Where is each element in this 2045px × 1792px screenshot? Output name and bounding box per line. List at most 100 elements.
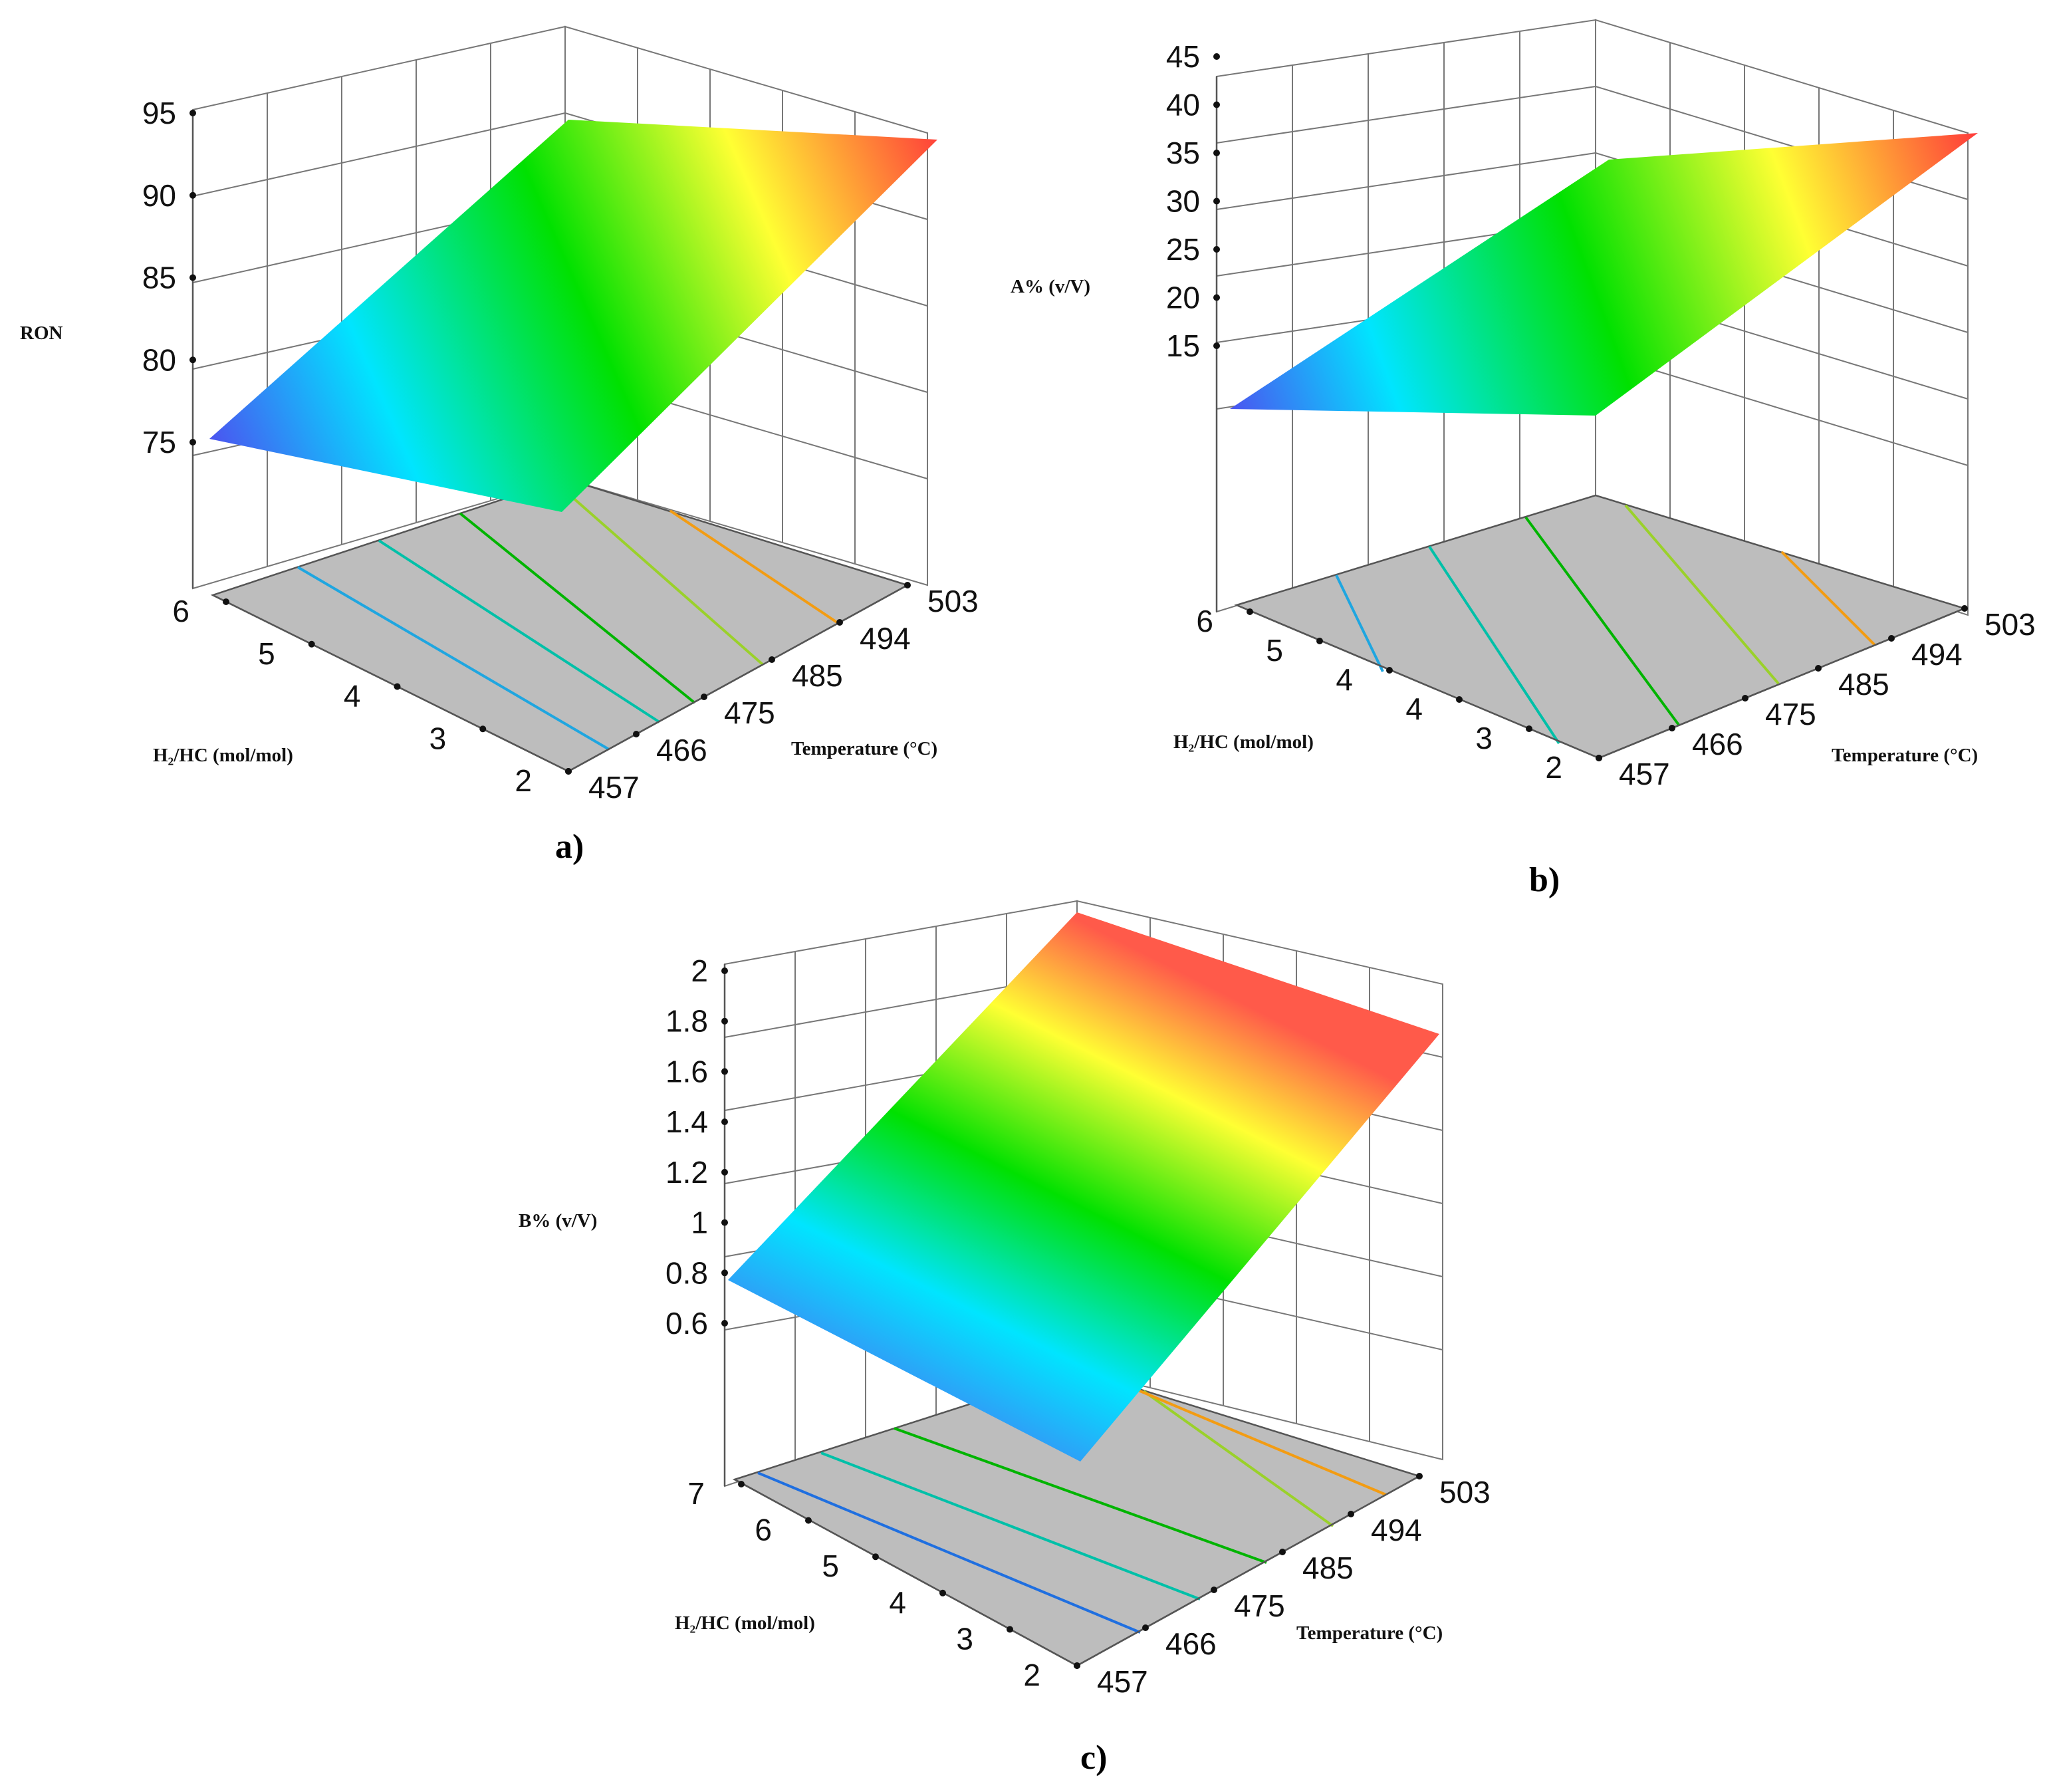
panel-b-z-tick-mark-0 <box>1213 342 1220 349</box>
panel-b-z-tick-label-4: 35 <box>1166 136 1200 170</box>
panel-c-x-tick-label-1: 6 <box>755 1513 772 1547</box>
panel-a-y-axis-line <box>568 584 908 773</box>
panel-a-z-tick-mark-1 <box>189 356 196 364</box>
panel-c-y-axis-label: Temperature (°C) <box>1296 1622 1443 1644</box>
panel-b-contour-3 <box>1524 516 1680 726</box>
panel-c-x-axis-label: H₂/HC (mol/mol) <box>675 1612 815 1634</box>
panel-c-y-tick-label-5: 503 <box>1439 1475 1491 1509</box>
panel-b-y-ticks: 457 466 475 485 494 503 <box>1596 605 2036 791</box>
panel-c-x-tick-label-2: 5 <box>822 1549 839 1583</box>
panel-b-z-tick-mark-3 <box>1213 197 1220 205</box>
panel-c-x-tick-label-3: 4 <box>889 1585 906 1620</box>
panel-b-x-tick-label-5: 2 <box>1545 750 1562 785</box>
panel-c-y-tick-label-2: 475 <box>1234 1589 1285 1623</box>
panel-a-y-tick-label-4: 494 <box>860 621 911 656</box>
panel-b-x-tick-label-2: 4 <box>1336 662 1353 697</box>
panel-a-y-axis-label: Temperature (°C) <box>791 738 937 759</box>
panel-b-x-tick-mark-2 <box>1386 667 1393 674</box>
panel-a-contour-3 <box>459 512 696 704</box>
panel-c-label: c) <box>1080 1739 1107 1777</box>
panel-c-z-tick-label-2: 1 <box>691 1206 708 1240</box>
panel-a-z-tick-label-3: 90 <box>142 178 176 213</box>
panel-c-y-tick-mark-4 <box>1348 1511 1354 1517</box>
panel-c-x-tick-mark-0 <box>738 1481 745 1487</box>
panel-c-x-tick-label-0: 7 <box>687 1476 705 1511</box>
panel-c-z-tick-mark-6 <box>721 1017 728 1025</box>
panel-a-z-tick-mark-4 <box>189 110 196 116</box>
panel-c-z-tick-label-1: 0.8 <box>665 1255 708 1290</box>
panel-a-x-tick-label-3: 3 <box>429 721 447 755</box>
panel-c-contour-2 <box>820 1452 1201 1600</box>
panel-b-y-tick-mark-4 <box>1888 635 1895 642</box>
panel-c-x-tick-mark-1 <box>805 1517 812 1524</box>
panel-c-z-tick-mark-1 <box>721 1269 728 1277</box>
panel-c-y-tick-mark-2 <box>1211 1587 1217 1593</box>
panel-b-y-tick-mark-5 <box>1961 605 1968 612</box>
panel-b-y-tick-label-2: 475 <box>1765 697 1816 731</box>
panel-c-x-ticks: 7 6 5 4 3 2 <box>687 1476 1080 1692</box>
panel-c-contour-1 <box>757 1472 1141 1634</box>
panel-a-z-tick-label-2: 85 <box>142 261 176 295</box>
panel-c-z-tick-label-5: 1.6 <box>665 1054 708 1088</box>
panel-c-benzene-surface: 0.6 0.8 1 1.2 1.4 1.6 1.8 2 7 6 5 4 3 2 457 466 475 485… <box>519 900 1491 1777</box>
panel-c-x-tick-mark-2 <box>872 1553 879 1561</box>
panel-b-x-tick-mark-4 <box>1526 725 1532 732</box>
panel-b-y-axis-line <box>1598 607 1965 759</box>
panel-b-y-tick-label-4: 494 <box>1911 637 1963 672</box>
panel-a-y-tick-label-2: 475 <box>724 696 775 730</box>
panel-a-z-tick-label-0: 75 <box>142 425 176 459</box>
panel-c-y-tick-mark-0 <box>1074 1662 1080 1669</box>
panel-c-contour-3 <box>894 1427 1267 1564</box>
panel-b-y-tick-mark-0 <box>1596 755 1602 761</box>
panel-a-z-axis-label: RON <box>20 322 63 344</box>
panel-b-y-tick-label-5: 503 <box>1985 607 2036 642</box>
panel-b-z-tick-label-0: 15 <box>1166 328 1200 363</box>
panel-a-x-tick-mark-1 <box>308 640 315 648</box>
panel-b-z-tick-mark-5 <box>1213 101 1220 108</box>
panel-b-contour-4 <box>1624 504 1780 685</box>
panel-b-x-axis-line <box>1236 604 1600 759</box>
panel-c-y-ticks: 457 466 475 485 494 503 <box>1074 1473 1491 1699</box>
panel-b-response-surface <box>1230 133 1978 416</box>
panel-c-x-tick-label-5: 2 <box>1023 1658 1040 1692</box>
panel-b-z-tick-mark-2 <box>1213 246 1220 253</box>
panel-c-z-tick-mark-2 <box>721 1219 728 1226</box>
panel-c-z-tick-mark-4 <box>721 1118 728 1126</box>
panel-a-z-tick-mark-0 <box>189 439 196 446</box>
panel-a-y-tick-mark-2 <box>701 694 707 700</box>
panel-c-z-axis-label: B% (v/V) <box>519 1210 597 1231</box>
panel-b-label: b) <box>1529 861 1560 899</box>
panel-a-y-tick-label-1: 466 <box>656 733 707 767</box>
panel-c-y-axis-line <box>1076 1475 1420 1667</box>
panel-c-y-tick-label-1: 466 <box>1165 1626 1217 1661</box>
panel-c-contour-5 <box>1136 1388 1387 1496</box>
panel-c-floor-contours <box>757 1388 1387 1634</box>
panel-a-y-tick-mark-5 <box>904 582 911 588</box>
panel-c-x-tick-label-4: 3 <box>956 1621 973 1656</box>
panel-a-label: a) <box>555 828 584 866</box>
panel-c-z-tick-mark-7 <box>721 967 728 974</box>
panel-a-x-tick-mark-3 <box>479 725 487 733</box>
panel-a-response-surface <box>209 120 937 512</box>
panel-a-x-tick-label-1: 5 <box>258 636 275 671</box>
panel-a-z-ticks: 75 80 85 90 95 <box>142 96 196 459</box>
panel-b-x-tick-label-3: 4 <box>1405 692 1423 726</box>
panel-b-x-tick-label-0: 6 <box>1196 604 1213 638</box>
panel-a-x-tick-label-2: 4 <box>344 679 361 713</box>
panel-c-x-tick-mark-4 <box>1007 1626 1013 1633</box>
panel-b-z-tick-mark-4 <box>1213 150 1220 156</box>
panel-b-contour-5 <box>1780 551 1876 646</box>
panel-c-z-tick-label-4: 1.4 <box>665 1104 708 1139</box>
panel-a-x-axis-label: H₂/HC (mol/mol) <box>153 745 293 766</box>
panel-b-y-tick-label-0: 457 <box>1619 757 1670 791</box>
panel-c-z-tick-label-6: 1.8 <box>665 1004 708 1039</box>
panel-a-y-tick-label-0: 457 <box>588 770 640 805</box>
panel-b-x-tick-mark-3 <box>1456 696 1463 703</box>
panel-a-y-tick-mark-1 <box>633 731 640 737</box>
panel-a-y-tick-mark-4 <box>836 619 843 626</box>
panel-b-y-tick-mark-3 <box>1815 665 1822 672</box>
panel-a-z-tick-mark-2 <box>189 274 196 281</box>
panel-a-z-tick-label-1: 80 <box>142 342 176 377</box>
panel-a-x-tick-mark-0 <box>223 598 229 605</box>
panel-a-y-tick-label-3: 485 <box>792 658 843 693</box>
